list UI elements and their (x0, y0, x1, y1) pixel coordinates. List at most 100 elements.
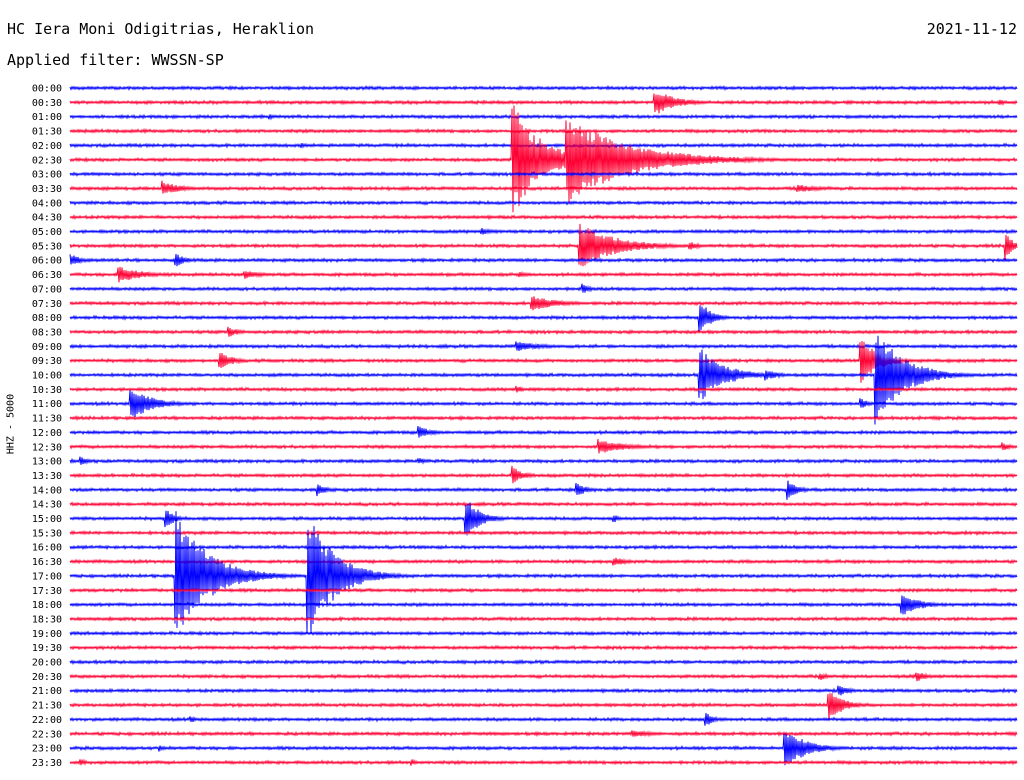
time-label-0530: 05:30 (32, 241, 62, 252)
time-label-1600: 16:00 (32, 543, 62, 554)
time-label-2030: 20:30 (32, 672, 62, 683)
trace-1300 (69, 456, 1018, 465)
time-label-0130: 01:30 (32, 127, 62, 138)
trace-0600 (69, 253, 1018, 267)
date-label: 2021-11-12 (926, 20, 1017, 38)
time-label-1800: 18:00 (32, 600, 62, 611)
trace-1000 (69, 335, 1018, 425)
trace-0500 (69, 228, 1018, 235)
time-label-2230: 22:30 (32, 729, 62, 740)
time-label-0700: 07:00 (32, 284, 62, 295)
time-label-1100: 11:00 (32, 399, 62, 410)
trace-0130 (69, 127, 1018, 135)
traces-layer (69, 84, 1018, 766)
time-label-0000: 00:00 (32, 84, 62, 95)
trace-0530 (69, 223, 1018, 267)
time-label-0900: 09:00 (32, 342, 62, 353)
filter-label: Applied filter: WWSSN-SP (7, 51, 224, 69)
time-label-0830: 08:30 (32, 327, 62, 338)
trace-1830 (69, 615, 1018, 623)
time-label-1900: 19:00 (32, 629, 62, 640)
time-label-1730: 17:30 (32, 586, 62, 597)
time-label-1630: 16:30 (32, 557, 62, 568)
trace-1600 (69, 544, 1018, 551)
trace-0800 (69, 305, 1018, 332)
time-label-0300: 03:00 (32, 170, 62, 181)
time-label-0930: 09:30 (32, 356, 62, 367)
time-label-1500: 15:00 (32, 514, 62, 525)
trace-2100 (69, 685, 1018, 696)
trace-2330 (69, 758, 1018, 766)
trace-0930 (69, 340, 1018, 383)
time-label-1300: 13:00 (32, 457, 62, 468)
trace-0230 (69, 105, 1018, 213)
time-label-2300: 23:00 (32, 744, 62, 755)
trace-1930 (69, 644, 1018, 651)
trace-1330 (69, 465, 1018, 484)
time-label-0400: 04:00 (32, 198, 62, 209)
time-label-1200: 12:00 (32, 428, 62, 439)
trace-0100 (69, 113, 1018, 121)
trace-0700 (69, 283, 1018, 293)
trace-1430 (69, 500, 1018, 508)
time-labels-layer: 00:00 00:30 01:00 01:30 02:00 02:30 03:00 03:30… (32, 84, 62, 769)
trace-0430 (69, 213, 1018, 221)
time-label-0200: 02:00 (32, 141, 62, 152)
trace-1530 (69, 529, 1018, 537)
trace-1200 (69, 426, 1018, 438)
time-label-0430: 04:30 (32, 213, 62, 224)
trace-1800 (69, 595, 1018, 615)
time-label-2200: 22:00 (32, 715, 62, 726)
time-label-1400: 14:00 (32, 485, 62, 496)
station-title: HC Iera Moni Odigitrias, Heraklion (7, 20, 315, 38)
trace-2000 (69, 658, 1018, 666)
trace-1500 (69, 502, 1018, 536)
time-label-1430: 14:30 (32, 500, 62, 511)
time-label-0330: 03:30 (32, 184, 62, 195)
trace-0900 (69, 341, 1018, 351)
trace-2300 (69, 733, 1018, 766)
time-label-1830: 18:30 (32, 614, 62, 625)
trace-0400 (69, 199, 1018, 206)
trace-1230 (69, 438, 1018, 454)
trace-1130 (69, 414, 1018, 422)
trace-2200 (69, 712, 1018, 726)
trace-1630 (69, 557, 1018, 566)
trace-1400 (69, 480, 1018, 500)
time-label-0630: 06:30 (32, 270, 62, 281)
trace-0300 (69, 170, 1018, 178)
trace-2130 (69, 693, 1018, 720)
time-label-0030: 00:30 (32, 98, 62, 109)
trace-0830 (69, 326, 1018, 337)
trace-0030 (69, 93, 1018, 114)
trace-2230 (69, 729, 1018, 738)
trace-1700 (69, 511, 1018, 634)
trace-0330 (69, 180, 1018, 194)
trace-1030 (69, 385, 1018, 393)
time-label-0800: 08:00 (32, 313, 62, 324)
trace-2030 (69, 672, 1018, 682)
time-label-1130: 11:30 (32, 414, 62, 425)
time-label-2330: 23:30 (32, 758, 62, 769)
time-label-1530: 15:30 (32, 528, 62, 539)
time-label-0100: 01:00 (32, 112, 62, 123)
trace-1900 (69, 630, 1018, 637)
time-label-1230: 12:30 (32, 442, 62, 453)
time-label-1700: 17:00 (32, 571, 62, 582)
trace-0730 (69, 296, 1018, 311)
time-label-0500: 05:00 (32, 227, 62, 238)
time-label-0230: 02:30 (32, 155, 62, 166)
time-label-1030: 10:30 (32, 385, 62, 396)
time-label-0600: 06:00 (32, 256, 62, 267)
time-label-2000: 20:00 (32, 658, 62, 669)
time-label-1930: 19:30 (32, 643, 62, 654)
trace-1730 (69, 587, 1018, 594)
trace-1100 (69, 390, 1018, 417)
time-label-0730: 07:30 (32, 299, 62, 310)
time-label-2100: 21:00 (32, 686, 62, 697)
trace-0630 (69, 266, 1018, 283)
trace-0000 (69, 84, 1018, 92)
time-label-1000: 10:00 (32, 371, 62, 382)
time-label-2130: 21:30 (32, 701, 62, 712)
